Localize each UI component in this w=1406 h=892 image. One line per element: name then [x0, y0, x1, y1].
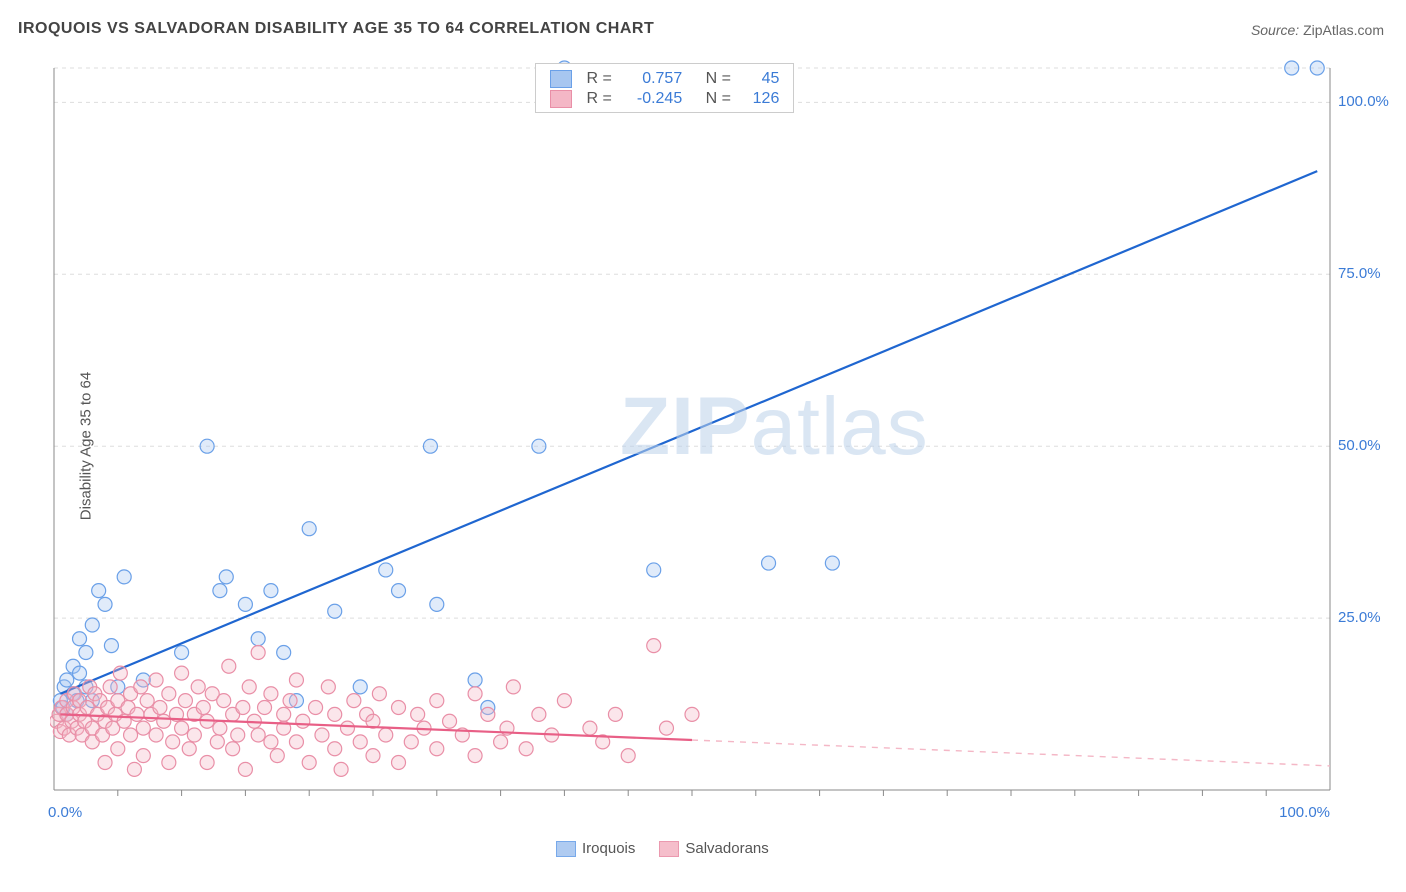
chart-container: IROQUOIS VS SALVADORAN DISABILITY AGE 35… — [0, 0, 1406, 892]
legend-label: Salvadorans — [685, 840, 768, 857]
correlation-row: R = 0.757 N = 45 — [550, 70, 779, 88]
x-tick-label: 0.0% — [48, 804, 82, 821]
n-label: N = — [692, 90, 735, 108]
correlation-legend: R = 0.757 N = 45 R = -0.245 N = 126 — [535, 63, 794, 113]
x-tick-label: 100.0% — [1279, 804, 1330, 821]
series-legend: Iroquois Salvadorans — [556, 840, 787, 857]
legend-swatch — [556, 841, 576, 857]
legend-swatch — [659, 841, 679, 857]
r-value: -0.245 — [626, 90, 682, 108]
legend-swatch — [550, 70, 572, 88]
correlation-row: R = -0.245 N = 126 — [550, 90, 779, 108]
legend-label: Iroquois — [582, 840, 635, 857]
y-tick-label: 100.0% — [1338, 93, 1389, 110]
y-tick-label: 25.0% — [1338, 609, 1381, 626]
source-label: Source: — [1251, 22, 1299, 38]
r-label: R = — [582, 90, 616, 108]
n-value: 45 — [745, 70, 779, 88]
scatter-plot — [50, 60, 1370, 820]
r-label: R = — [582, 70, 616, 88]
source-name: ZipAtlas.com — [1303, 22, 1384, 38]
chart-title: IROQUOIS VS SALVADORAN DISABILITY AGE 35… — [18, 20, 654, 38]
r-value: 0.757 — [626, 70, 682, 88]
source-attribution: Source: ZipAtlas.com — [1251, 22, 1384, 38]
n-value: 126 — [745, 90, 779, 108]
y-tick-label: 50.0% — [1338, 437, 1381, 454]
legend-swatch — [550, 90, 572, 108]
y-tick-label: 75.0% — [1338, 265, 1381, 282]
n-label: N = — [692, 70, 735, 88]
